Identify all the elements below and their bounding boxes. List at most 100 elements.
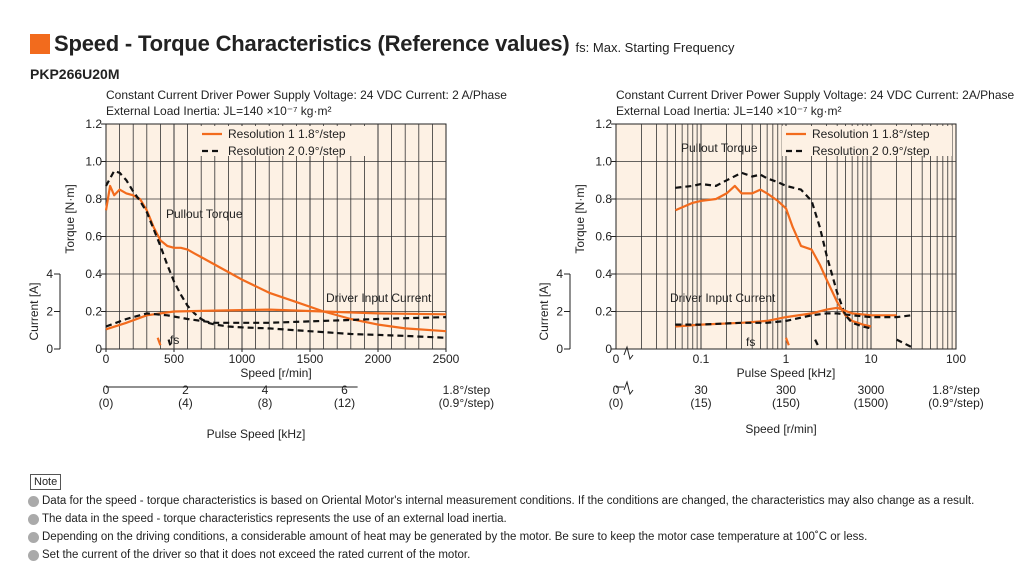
y-tick-label: 0.2 bbox=[85, 305, 102, 319]
secondary-tick-top: 2 bbox=[182, 383, 189, 397]
y-tick-label: 1.2 bbox=[85, 117, 102, 131]
secondary-tick-bottom: (0.9°/step) bbox=[439, 396, 495, 410]
inertia-text: External Load Inertia: JL=140 ×10⁻⁷ kg·m… bbox=[616, 104, 841, 118]
secondary-tick-top: 300 bbox=[776, 383, 796, 397]
x-tick-label: 2000 bbox=[365, 352, 392, 366]
bullet-icon bbox=[28, 495, 39, 507]
annotation-pullout: Pullout Torque bbox=[681, 141, 758, 155]
secondary-tick-bottom: (1500) bbox=[854, 396, 889, 410]
series-line-torque bbox=[104, 184, 447, 333]
secondary-tick-bottom: (0) bbox=[609, 396, 624, 410]
y-tick-label: 0.8 bbox=[595, 192, 612, 206]
secondary-tick-bottom: (4) bbox=[178, 396, 193, 410]
x-tick-label: 100 bbox=[946, 352, 966, 366]
note-item: The data in the speed - torque character… bbox=[28, 510, 974, 528]
legend-entry: Resolution 2 0.9°/step bbox=[812, 144, 930, 158]
chart-linear: Constant Current Driver Power Supply Vol… bbox=[20, 82, 520, 452]
axis-break-icon bbox=[623, 345, 634, 361]
series-line-current-extra bbox=[896, 338, 913, 349]
y-tick-label: 0.8 bbox=[85, 192, 102, 206]
series-line-current bbox=[105, 312, 447, 328]
annotation-driver: Driver Input Current bbox=[670, 291, 776, 305]
secondary-tick-bottom: (12) bbox=[334, 396, 355, 410]
series-line-fs bbox=[156, 337, 162, 346]
y-tick-label: 0.2 bbox=[595, 305, 612, 319]
y-tick-label: 1.0 bbox=[595, 155, 612, 169]
notes-list: Data for the speed - torque characterist… bbox=[28, 492, 974, 564]
y2-axis-label: Current [A] bbox=[27, 282, 41, 340]
secondary-tick-top: 0 bbox=[103, 383, 110, 397]
secondary-tick-top: 1.8°/step bbox=[932, 383, 980, 397]
secondary-tick-top: 0 bbox=[613, 383, 620, 397]
y-axis-label: Torque [N·m] bbox=[573, 184, 587, 253]
x-tick-label: 1 bbox=[783, 352, 790, 366]
section-header: Speed - Torque Characteristics (Referenc… bbox=[30, 30, 735, 58]
y-tick-label: 1.2 bbox=[595, 117, 612, 131]
annotation-fs: fs bbox=[746, 335, 755, 349]
series-line-fs bbox=[784, 337, 790, 346]
legend-box bbox=[782, 126, 952, 156]
y2-tick-label: 4 bbox=[556, 267, 563, 281]
x-axis-label: Speed [r/min] bbox=[240, 366, 311, 380]
secondary-tick-top: 6 bbox=[341, 383, 348, 397]
bullet-icon bbox=[28, 513, 39, 525]
x-axis-label: Pulse Speed [kHz] bbox=[737, 366, 836, 380]
annotation-driver: Driver Input Current bbox=[326, 291, 432, 305]
series-line-torque bbox=[675, 171, 872, 330]
secondary-tick-top: 4 bbox=[262, 383, 269, 397]
secondary-tick-bottom: (150) bbox=[772, 396, 800, 410]
axis-break-icon bbox=[623, 380, 634, 396]
secondary-tick-top: 30 bbox=[694, 383, 708, 397]
y-tick-label: 0.4 bbox=[85, 267, 102, 281]
y-tick-label: 0.6 bbox=[595, 230, 612, 244]
x-tick-label: 2500 bbox=[433, 352, 460, 366]
annotation-pullout: Pullout Torque bbox=[166, 207, 243, 221]
x-tick-label: 1500 bbox=[297, 352, 324, 366]
y2-tick-label: 2 bbox=[46, 305, 53, 319]
secondary-tick-bottom: (8) bbox=[258, 396, 273, 410]
legend-entry: Resolution 1 1.8°/step bbox=[812, 127, 930, 141]
bullet-icon bbox=[28, 531, 39, 543]
y-axis-label: Torque [N·m] bbox=[63, 184, 77, 253]
legend-box bbox=[198, 126, 368, 156]
y-tick-label: 0 bbox=[95, 342, 102, 356]
bullet-icon bbox=[28, 549, 39, 561]
y2-tick-label: 0 bbox=[46, 342, 53, 356]
note-label: Note bbox=[30, 474, 62, 490]
legend-entry: Resolution 2 0.9°/step bbox=[228, 144, 346, 158]
page-title: Speed - Torque Characteristics (Referenc… bbox=[54, 31, 570, 56]
secondary-tick-top: 3000 bbox=[858, 383, 885, 397]
note-item: Set the current of the driver so that it… bbox=[28, 546, 974, 564]
note-item: Data for the speed - torque characterist… bbox=[28, 492, 974, 510]
annotation-fs: fs bbox=[170, 333, 179, 347]
x-tick-label: 0.1 bbox=[693, 352, 710, 366]
series-line-current bbox=[675, 312, 912, 326]
page-subtitle: fs: Max. Starting Frequency bbox=[575, 39, 735, 55]
legend-entry: Resolution 1 1.8°/step bbox=[228, 127, 346, 141]
secondary-tick-top: 1.8°/step bbox=[443, 383, 491, 397]
x-tick-label: 10 bbox=[864, 352, 878, 366]
chart-linear-svg: Constant Current Driver Power Supply Vol… bbox=[27, 88, 507, 441]
series-line-current bbox=[105, 308, 447, 331]
y-tick-label: 0.4 bbox=[595, 267, 612, 281]
orange-square-icon bbox=[30, 34, 50, 54]
condition-text: Constant Current Driver Power Supply Vol… bbox=[616, 88, 1015, 102]
secondary-tick-bottom: (0.9°/step) bbox=[928, 396, 984, 410]
y2-tick-label: 4 bbox=[46, 267, 53, 281]
condition-text: Constant Current Driver Power Supply Vol… bbox=[106, 88, 507, 102]
series-line-fs bbox=[167, 339, 172, 347]
x-tick-label: 1000 bbox=[229, 352, 256, 366]
x-tick-label: 0 bbox=[103, 352, 110, 366]
series-line-fs bbox=[814, 339, 820, 347]
note-item: Depending on the driving conditions, a c… bbox=[28, 528, 974, 546]
secondary-tick-bottom: (15) bbox=[690, 396, 711, 410]
x-tick-label: 500 bbox=[164, 352, 184, 366]
x-tick-label: 0 bbox=[613, 352, 620, 366]
secondary-axis-label: Speed [r/min] bbox=[745, 422, 816, 436]
secondary-axis-label: Pulse Speed [kHz] bbox=[207, 427, 306, 441]
y2-tick-label: 2 bbox=[556, 305, 563, 319]
chart-log: Constant Current Driver Power Supply Vol… bbox=[530, 82, 1030, 452]
inertia-text: External Load Inertia: JL=140 ×10⁻⁷ kg·m… bbox=[106, 104, 331, 118]
y-tick-label: 0.6 bbox=[85, 230, 102, 244]
y2-tick-label: 0 bbox=[556, 342, 563, 356]
